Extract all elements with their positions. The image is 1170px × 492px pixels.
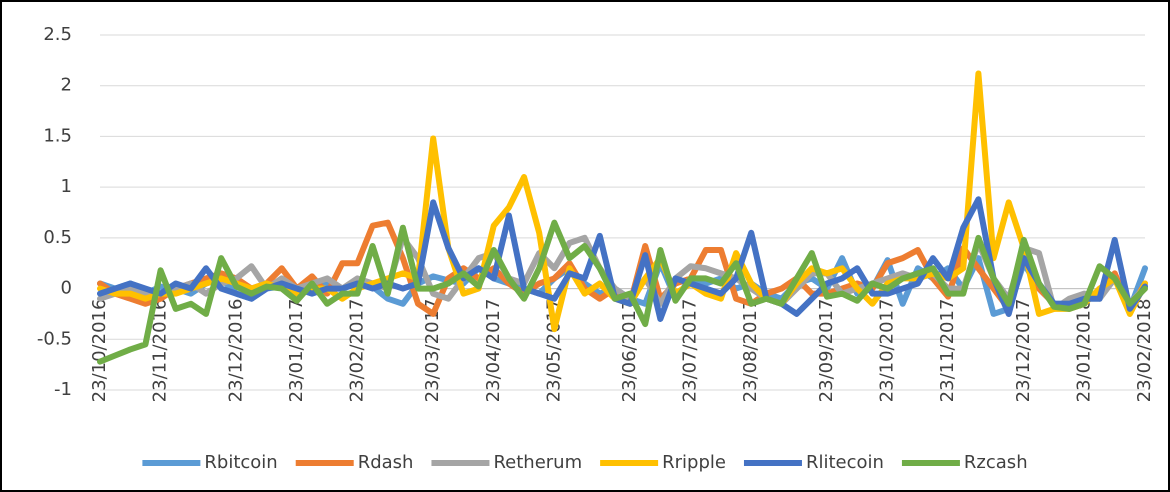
- legend-label: Rlitecoin: [806, 452, 884, 473]
- legend-label: Rzcash: [964, 452, 1028, 473]
- x-tick-label: 23/10/2016: [89, 299, 110, 403]
- y-tick-label: -1: [54, 379, 72, 400]
- x-tick-label: 23/11/2017: [937, 299, 958, 403]
- y-tick-label: 1.5: [43, 125, 72, 146]
- x-tick-label: 23/12/2016: [225, 299, 246, 403]
- y-tick-label: 1: [61, 176, 72, 197]
- x-tick-label: 23/03/2017: [422, 299, 443, 403]
- x-tick-label: 23/01/2017: [286, 299, 307, 403]
- legend-label: Rbitcoin: [204, 452, 277, 473]
- x-tick-label: 23/10/2017: [877, 299, 898, 403]
- x-tick-label: 23/07/2017: [680, 299, 701, 403]
- x-tick-label: 23/09/2017: [816, 299, 837, 403]
- x-tick-label: 23/12/2017: [1013, 299, 1034, 403]
- y-tick-label: 2: [61, 75, 72, 96]
- y-tick-label: 2.5: [43, 24, 72, 45]
- x-tick-label: 23/02/2018: [1134, 299, 1155, 403]
- legend-label: Retherum: [493, 452, 582, 473]
- legend: Rbitcoin Rdash Retherum Rripple Rlitecoin Rzc…: [142, 452, 1028, 473]
- y-tick-label: -0.5: [37, 328, 72, 349]
- x-tick-label: 23/08/2017: [740, 299, 761, 403]
- x-tick-label: 23/01/2018: [1073, 299, 1094, 403]
- legend-label: Rdash: [358, 452, 414, 473]
- series-line: [97, 219, 1148, 365]
- y-tick-label: 0.5: [43, 227, 72, 248]
- x-tick-label: 23/02/2017: [346, 299, 367, 403]
- x-tick-label: 23/06/2017: [619, 299, 640, 403]
- x-tick-label: 23/05/2017: [543, 299, 564, 403]
- x-tick-label: 23/04/2017: [483, 299, 504, 403]
- x-tick-label: 23/11/2016: [150, 299, 171, 403]
- legend-label: Rripple: [662, 452, 726, 473]
- y-tick-label: 0: [61, 278, 72, 299]
